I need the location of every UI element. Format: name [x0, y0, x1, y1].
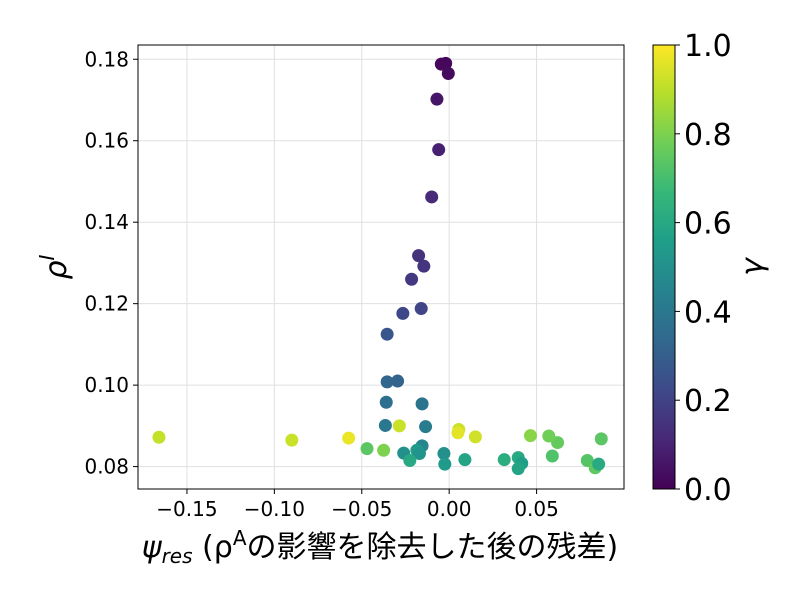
colorbar: [652, 44, 676, 490]
colorbar-ticks: 0.0 0.2 0.4 0.6 0.8 1.0: [675, 29, 732, 508]
data-point: [380, 375, 394, 389]
axis-ticks: −0.15 −0.10 −0.05 0.00 0.05 0.08 0.10 0.12 0.14 0…: [84, 47, 558, 521]
y-tick-label: 0.14: [84, 210, 129, 234]
y-tick-label: 0.12: [84, 292, 129, 316]
x-tick-label: 0.05: [514, 497, 559, 521]
data-point: [511, 462, 525, 476]
data-point: [430, 92, 444, 106]
data-point: [458, 453, 472, 467]
colorbar-tick-label: 0.6: [684, 207, 732, 242]
data-point: [405, 272, 419, 286]
x-tick-label: −0.05: [331, 497, 392, 521]
data-point: [377, 443, 391, 457]
colorbar-label: γ: [735, 256, 770, 276]
y-tick-label: 0.18: [84, 47, 129, 71]
data-points: [152, 56, 608, 476]
colorbar-tick-label: 0.8: [684, 118, 732, 153]
y-tick-label: 0.16: [84, 129, 129, 153]
y-axis-label: ρI: [35, 254, 74, 279]
data-point: [392, 419, 406, 433]
data-point: [419, 420, 433, 434]
data-point: [434, 57, 448, 71]
data-point: [542, 429, 556, 443]
x-tick-label: −0.10: [244, 497, 305, 521]
colorbar-tick-label: 0.2: [684, 384, 732, 419]
data-point: [468, 430, 482, 444]
data-point: [415, 397, 429, 411]
x-axis-label: ψres (ρAの影響を除去した後の残差): [142, 526, 618, 568]
data-point: [152, 430, 166, 444]
data-point: [412, 249, 426, 263]
data-point: [380, 327, 394, 341]
data-point: [417, 259, 431, 273]
colorbar-tick-label: 0.0: [684, 473, 732, 508]
data-point: [379, 395, 393, 409]
data-point: [545, 449, 559, 463]
data-point: [396, 306, 410, 320]
data-point: [497, 453, 511, 467]
y-tick-label: 0.08: [84, 455, 129, 479]
data-point: [432, 143, 446, 157]
x-tick-label: 0.00: [427, 497, 472, 521]
data-point: [451, 426, 465, 440]
data-point: [425, 190, 439, 204]
x-tick-label: −0.15: [156, 497, 217, 521]
data-point: [403, 453, 417, 467]
data-point: [360, 442, 374, 456]
colorbar-tick-label: 0.4: [684, 295, 732, 330]
data-point: [592, 457, 606, 471]
data-point: [414, 302, 428, 316]
data-point: [437, 447, 451, 461]
plot-frame: [137, 44, 625, 490]
data-point: [441, 67, 455, 81]
data-point: [391, 374, 405, 388]
data-point: [594, 432, 608, 446]
data-point: [412, 447, 426, 461]
y-tick-label: 0.10: [84, 373, 129, 397]
data-point: [438, 457, 452, 471]
colorbar-tick-label: 1.0: [684, 29, 732, 64]
data-point: [378, 418, 392, 432]
data-point: [342, 431, 356, 445]
data-point: [285, 433, 299, 447]
data-point: [523, 429, 537, 443]
grid: [138, 45, 624, 489]
